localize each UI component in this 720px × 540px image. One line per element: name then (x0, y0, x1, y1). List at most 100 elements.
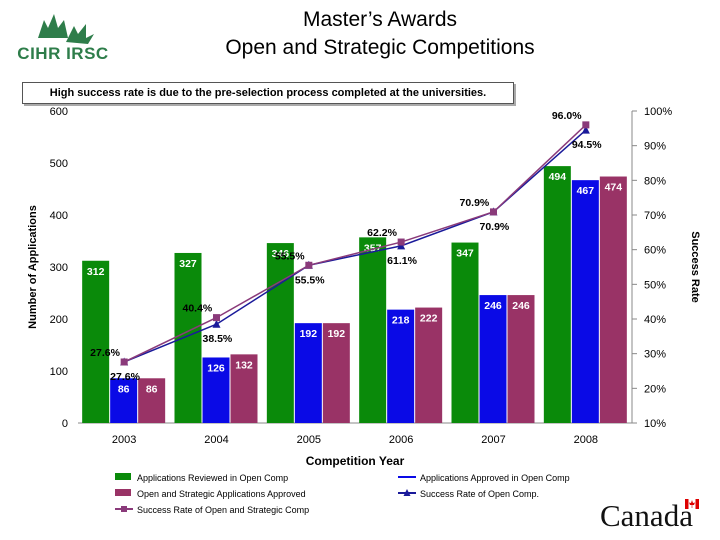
rate-marker-square (582, 121, 590, 129)
legend-swatch (115, 473, 131, 480)
bar-2 (387, 309, 415, 423)
bar-value-label: 494 (549, 171, 567, 183)
x-tick-label: 2007 (481, 434, 505, 446)
bar-value-label: 467 (577, 185, 595, 197)
rate-marker-square (305, 261, 313, 269)
rate-label: 55.5% (275, 250, 305, 262)
y2-axis-title: Success Rate (689, 231, 701, 303)
page-title: Master’s Awards (302, 8, 458, 31)
legend-swatch (115, 489, 131, 496)
legend-label: Open and Strategic Applications Approved (137, 489, 306, 499)
y2-tick-label: 100% (644, 106, 672, 118)
rate-label: 70.9% (460, 197, 490, 209)
rate-marker-square (213, 314, 220, 322)
y2-tick-label: 60% (644, 245, 666, 257)
bar-1 (359, 237, 387, 423)
legend-label: Success Rate of Open Comp. (420, 489, 539, 499)
maple-leaves-icon (38, 14, 94, 44)
y-axis-title: Number of Applications (27, 205, 39, 329)
bar-1 (266, 243, 294, 423)
legend-label: Applications Reviewed in Open Comp (137, 473, 288, 483)
logo-text: CIHR IRSC (17, 44, 109, 63)
rate-marker-square (490, 208, 497, 216)
bar-3 (230, 354, 258, 423)
bar-value-label: 86 (146, 383, 158, 395)
bar-value-label: 86 (118, 383, 130, 395)
rate-label: 96.0% (552, 110, 582, 122)
y2-tick-label: 40% (644, 314, 666, 326)
y-tick-label: 400 (50, 210, 68, 222)
legend-label: Applications Approved in Open Comp (420, 473, 570, 483)
bar-2 (110, 378, 138, 423)
x-tick-label: 2005 (297, 434, 321, 446)
bar-value-label: 126 (207, 362, 225, 374)
x-tick-label: 2008 (574, 434, 598, 446)
y2-tick-label: 50% (644, 279, 666, 291)
bar-3 (415, 307, 443, 423)
y2-tick-label: 90% (644, 141, 666, 153)
rate-label: 27.6% (90, 347, 120, 359)
bar-value-label: 312 (87, 266, 105, 278)
y2-tick-label: 10% (644, 418, 666, 430)
legend-marker-triangle (403, 489, 411, 496)
bar-1 (543, 166, 571, 423)
rate-marker-square (120, 358, 128, 366)
cihr-logo: CIHR IRSC (8, 8, 118, 66)
bar-2 (202, 357, 230, 423)
bar-value-label: 474 (605, 182, 623, 194)
rate-label: 40.4% (183, 303, 213, 315)
bar-value-label: 222 (420, 313, 438, 325)
x-axis-title: Competition Year (306, 454, 405, 468)
bar-1 (451, 242, 479, 423)
y2-tick-label: 80% (644, 175, 666, 187)
x-tick-label: 2006 (389, 434, 413, 446)
y-tick-label: 200 (50, 314, 68, 326)
note-box: High success rate is due to the pre-sele… (22, 82, 514, 104)
y-tick-label: 600 (50, 106, 68, 118)
y2-tick-label: 30% (644, 349, 666, 361)
canada-flag-icon (685, 499, 699, 509)
bar-value-label: 218 (392, 315, 410, 327)
bar-value-label: 192 (300, 328, 318, 340)
rate-label: 62.2% (367, 227, 397, 239)
rate-line-2 (123, 124, 587, 363)
rate-label: 55.5% (295, 274, 325, 286)
y-tick-label: 100 (50, 366, 68, 378)
y-tick-label: 300 (50, 262, 68, 274)
rate-label: 61.1% (387, 255, 417, 267)
bar-3 (599, 176, 627, 423)
y2-tick-label: 70% (644, 210, 666, 222)
bar-2 (479, 295, 507, 423)
legend-marker-square (121, 506, 127, 512)
rate-marker-square (397, 238, 405, 246)
bar-value-label: 347 (456, 248, 474, 260)
bar-value-label: 132 (235, 359, 253, 371)
rate-label: 70.9% (480, 221, 510, 233)
legend-label: Success Rate of Open and Strategic Comp (137, 505, 309, 515)
rate-label: 27.6% (110, 371, 140, 383)
bar-value-label: 346 (272, 248, 290, 260)
bar-value-label: 327 (179, 258, 197, 270)
bar-value-label: 246 (512, 300, 530, 312)
bar-3 (507, 295, 535, 423)
bar-3 (322, 323, 350, 423)
rate-marker-triangle (212, 319, 221, 328)
bar-3 (138, 378, 166, 423)
bar-1 (82, 260, 110, 423)
bar-value-label: 192 (328, 328, 346, 340)
rate-marker-triangle (581, 125, 590, 134)
x-tick-label: 2004 (204, 434, 228, 446)
y2-tick-label: 20% (644, 383, 666, 395)
rate-label: 38.5% (203, 333, 233, 345)
y-tick-label: 500 (50, 158, 68, 170)
bar-2 (571, 180, 599, 423)
bar-1 (174, 252, 202, 423)
x-tick-label: 2003 (112, 434, 136, 446)
y-tick-label: 0 (62, 418, 68, 430)
canada-wordmark: Canada (600, 498, 693, 533)
bar-value-label: 246 (484, 300, 502, 312)
bar-2 (294, 323, 322, 423)
page-subtitle: Open and Strategic Competitions (225, 36, 535, 59)
rate-label: 94.5% (572, 139, 602, 151)
